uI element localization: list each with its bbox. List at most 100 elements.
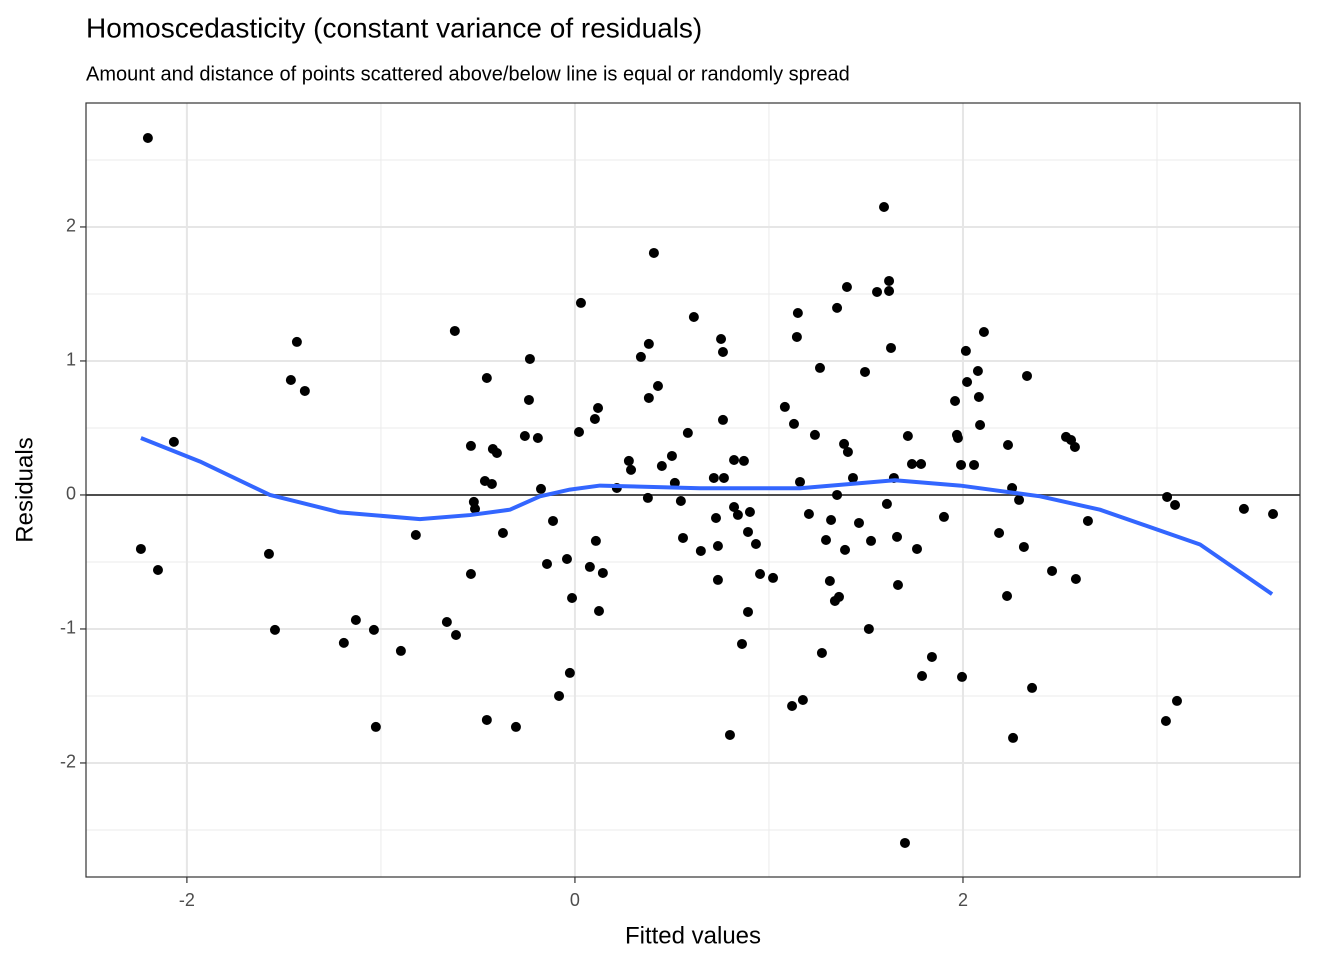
y-tick-label: -2: [60, 752, 76, 772]
point: [1170, 500, 1181, 511]
point: [263, 548, 274, 559]
point: [1022, 370, 1033, 381]
point: [779, 401, 790, 412]
point: [866, 535, 877, 546]
point: [441, 616, 452, 627]
point: [593, 402, 604, 413]
point: [906, 459, 917, 470]
point: [716, 333, 727, 344]
chart-title: Homoscedasticity (constant variance of r…: [86, 12, 702, 43]
point: [652, 381, 663, 392]
point: [911, 543, 922, 554]
point: [1002, 590, 1013, 601]
point: [729, 454, 740, 465]
point: [872, 286, 883, 297]
point: [656, 461, 667, 472]
point: [884, 286, 895, 297]
point: [824, 575, 835, 586]
point: [863, 623, 874, 634]
point: [678, 532, 689, 543]
point: [816, 647, 827, 658]
point: [561, 554, 572, 565]
point: [451, 629, 462, 640]
point: [842, 446, 853, 457]
point: [884, 275, 895, 286]
point: [541, 558, 552, 569]
point: [917, 670, 928, 681]
point: [972, 366, 983, 377]
point: [956, 459, 967, 470]
point: [597, 567, 608, 578]
x-tick-label: 0: [570, 890, 580, 910]
point: [994, 528, 1005, 539]
point: [879, 201, 890, 212]
point: [797, 694, 808, 705]
point: [826, 515, 837, 526]
point: [465, 569, 476, 580]
point: [1069, 441, 1080, 452]
point: [736, 638, 747, 649]
point: [152, 564, 163, 575]
point: [368, 624, 379, 635]
point: [535, 483, 546, 494]
point: [975, 420, 986, 431]
point: [1171, 695, 1182, 706]
point: [957, 671, 968, 682]
point: [410, 530, 421, 541]
point: [510, 721, 521, 732]
point: [1047, 565, 1058, 576]
point: [669, 477, 680, 488]
point: [743, 606, 754, 617]
point: [743, 526, 754, 537]
point: [589, 413, 600, 424]
point: [532, 433, 543, 444]
point: [1082, 515, 1093, 526]
point: [1018, 541, 1029, 552]
point: [481, 372, 492, 383]
point: [860, 366, 871, 377]
point: [832, 302, 843, 313]
y-tick-label: -1: [60, 618, 76, 638]
point: [724, 729, 735, 740]
point: [524, 353, 535, 364]
point: [688, 312, 699, 323]
y-tick-label: 0: [66, 484, 76, 504]
point: [1162, 491, 1173, 502]
point: [168, 436, 179, 447]
point: [718, 472, 729, 483]
point: [1002, 439, 1013, 450]
point: [814, 362, 825, 373]
point: [973, 392, 984, 403]
point: [847, 472, 858, 483]
point: [574, 426, 585, 437]
point: [710, 513, 721, 524]
point: [682, 427, 693, 438]
point: [839, 438, 850, 449]
point: [291, 336, 302, 347]
point: [840, 544, 851, 555]
point: [832, 489, 843, 500]
point: [395, 645, 406, 656]
point: [738, 455, 749, 466]
point: [470, 503, 481, 514]
point: [892, 531, 903, 542]
point: [590, 535, 601, 546]
point: [795, 476, 806, 487]
point: [708, 472, 719, 483]
point: [135, 543, 146, 554]
point: [643, 392, 654, 403]
point: [1014, 494, 1025, 505]
point: [926, 651, 937, 662]
point: [299, 385, 310, 396]
point: [269, 624, 280, 635]
point: [744, 506, 755, 517]
point: [666, 450, 677, 461]
point: [370, 721, 381, 732]
y-tick-label: 2: [66, 216, 76, 236]
point: [1070, 573, 1081, 584]
point: [809, 429, 820, 440]
point: [902, 430, 913, 441]
point: [338, 637, 349, 648]
point: [481, 714, 492, 725]
point: [768, 572, 779, 583]
